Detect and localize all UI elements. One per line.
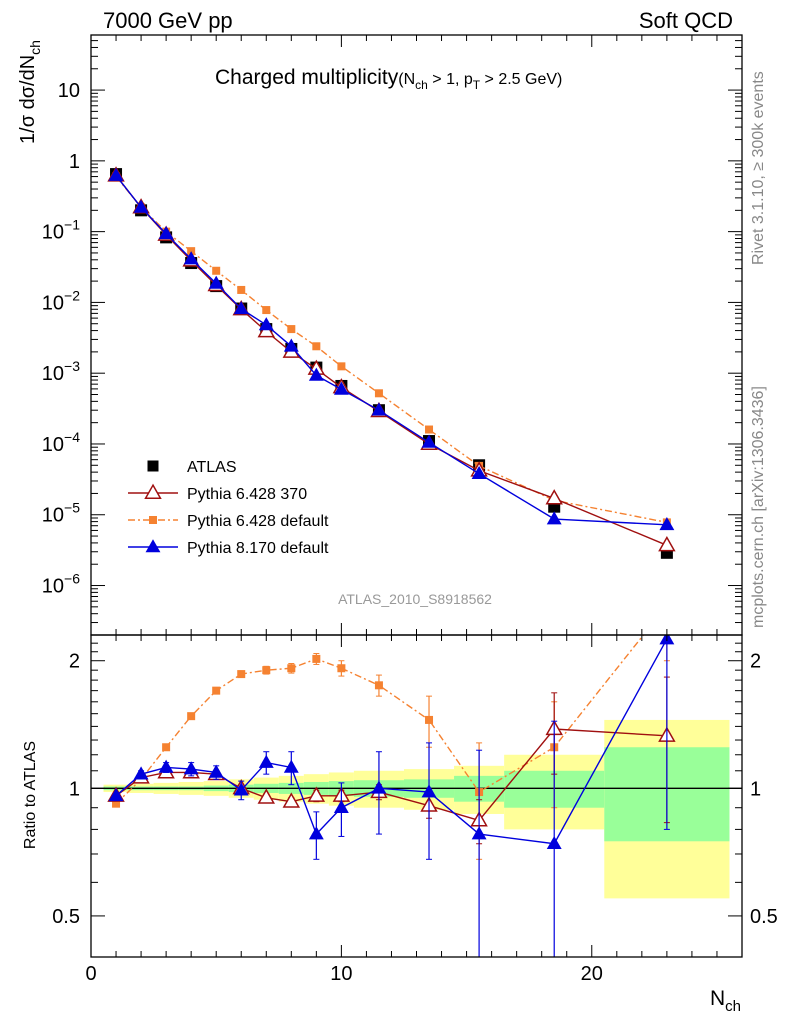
ratio-data-point <box>187 712 196 721</box>
ratio-data-point <box>258 754 274 768</box>
ratio-data-point <box>312 654 321 663</box>
ratio-y-tick-label-right: 1 <box>750 778 761 800</box>
ratio-y-tick-label: 0.5 <box>52 906 80 928</box>
ratio-data-point <box>262 666 271 675</box>
y-tick-label: 10−2 <box>42 287 80 314</box>
legend: ATLAS Pythia 6.428 370 Pythia 6.428 defaul… <box>128 459 329 557</box>
ratio-data-point <box>374 681 383 690</box>
y-tick-label: 10−4 <box>42 429 80 456</box>
ratio-data-point <box>158 759 174 773</box>
main-ylabel: 1/σ dσ/dNch <box>17 40 43 144</box>
ratio-data-point <box>283 759 299 773</box>
ratio-data-point <box>546 835 562 850</box>
ratio-data-point <box>183 761 199 775</box>
ratio-y-tick-label: 2 <box>69 651 80 673</box>
ratio-data-point <box>337 664 346 673</box>
ratio-data-point <box>663 601 671 609</box>
y-tick-label: 1 <box>69 151 80 173</box>
legend-label: Pythia 6.428 default <box>187 513 329 530</box>
ratio-data-point <box>237 670 246 679</box>
y-tick-label: 10−3 <box>42 358 80 385</box>
ratio-y-tick-label-right: 2 <box>750 651 761 673</box>
data-point <box>133 199 149 213</box>
data-point <box>258 317 274 331</box>
legend-label: ATLAS <box>187 459 237 476</box>
data-point <box>108 167 124 181</box>
data-point <box>658 535 676 552</box>
data-point <box>308 367 324 381</box>
ratio-data-point <box>108 788 124 802</box>
axes: 0 10 20 10−6 10−5 10−4 10−3 10−2 10−1 1 10 0.5 0.5 1 1… <box>42 34 778 985</box>
legend-marker <box>147 460 159 472</box>
mcplots-site-label: mcplots.cern.ch [arXiv:1306.3436] <box>750 386 767 628</box>
x-tick-label: 10 <box>330 963 352 985</box>
legend-marker <box>145 539 161 553</box>
data-point <box>471 465 487 480</box>
y-tick-label: 10−1 <box>42 217 80 244</box>
data-point <box>183 251 199 265</box>
ratio-data-point <box>333 799 349 814</box>
ratio-data-point <box>162 743 171 752</box>
data-point <box>546 511 562 525</box>
data-point <box>545 489 563 505</box>
data-point <box>421 434 437 448</box>
data-point <box>659 517 675 531</box>
y-tick-label: 10−6 <box>42 571 80 598</box>
analysis-id-label: ATLAS_2010_S8918562 <box>338 591 492 607</box>
ratio-data-point <box>282 792 301 808</box>
main-panel <box>107 166 676 559</box>
data-point <box>312 342 321 351</box>
data-point <box>337 362 346 371</box>
plot-title: Charged multiplicity(Nch > 1, pT > 2.5 G… <box>215 66 562 92</box>
ratio-ylabel: Ratio to ATLAS <box>22 741 39 849</box>
ratio-data-point <box>307 786 326 802</box>
data-point <box>212 266 221 275</box>
ratio-data-point <box>425 715 434 724</box>
data-point <box>287 325 296 334</box>
data-point <box>374 389 383 398</box>
ratio-data-point <box>308 826 324 840</box>
data-point <box>425 425 434 434</box>
header-right: Soft QCD <box>639 8 733 33</box>
ratio-data-point <box>287 664 296 673</box>
ratio-data-point <box>112 799 121 808</box>
ratio-panel <box>91 601 742 957</box>
data-point <box>187 247 196 256</box>
x-tick-label: 0 <box>85 963 96 985</box>
legend-label: Pythia 6.428 370 <box>187 486 307 503</box>
rivet-version-label: Rivet 3.1.10, ≥ 300k events <box>750 71 767 265</box>
ratio-data-point <box>212 686 221 695</box>
data-point <box>158 226 174 240</box>
ratio-data-point <box>257 788 275 804</box>
x-tick-label: 20 <box>581 963 603 985</box>
ratio-data-point <box>471 826 487 840</box>
ratio-data-point <box>208 764 224 778</box>
ratio-data-point <box>233 782 249 796</box>
series-line <box>115 176 668 524</box>
xlabel: Nch <box>710 987 741 1015</box>
ratio-data-point <box>133 766 149 780</box>
data-point <box>233 301 249 315</box>
ratio-y-tick-label-right: 0.5 <box>750 906 778 928</box>
data-point <box>283 338 299 352</box>
ratio-data-point <box>421 784 437 798</box>
data-point <box>371 402 387 416</box>
header-left: 7000 GeV pp <box>103 8 233 33</box>
legend-marker <box>144 483 162 500</box>
ratio-y-tick-label: 1 <box>69 778 80 800</box>
ratio-uncertainty-bands <box>103 719 730 899</box>
y-tick-label: 10 <box>58 80 80 102</box>
legend-label: Pythia 8.170 default <box>187 540 329 557</box>
data-point <box>237 285 246 294</box>
ratio-data-point <box>371 780 387 794</box>
data-point <box>208 275 224 289</box>
y-tick-label: 10−5 <box>42 500 80 527</box>
data-point <box>262 306 271 315</box>
data-point <box>333 381 349 395</box>
legend-marker <box>149 516 157 524</box>
